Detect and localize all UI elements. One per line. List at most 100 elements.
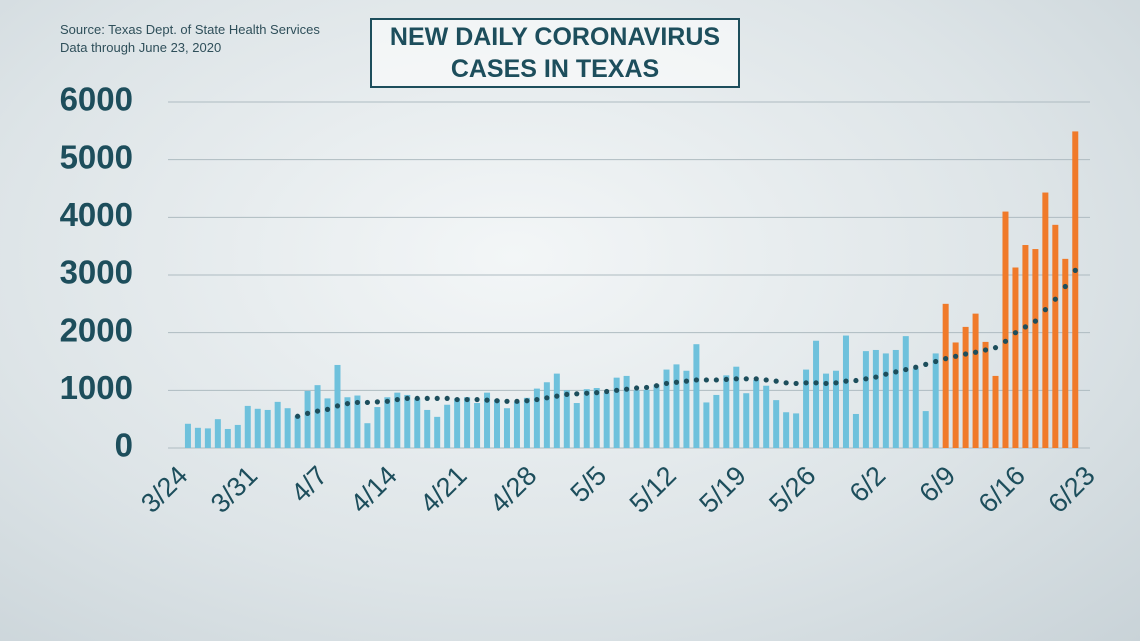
chart-title: NEW DAILY CORONAVIRUS CASES IN TEXAS xyxy=(370,18,740,88)
moving-average-dot xyxy=(1022,324,1029,330)
moving-average-dot xyxy=(953,353,959,359)
x-tick-label: 4/28 xyxy=(484,460,542,518)
x-tick-label: 5/12 xyxy=(624,460,682,518)
x-tick-label: 6/2 xyxy=(844,460,892,508)
bar xyxy=(214,419,221,448)
bar xyxy=(932,353,939,448)
moving-average-dot xyxy=(454,396,460,403)
moving-average-dot xyxy=(344,400,351,407)
moving-average-dot xyxy=(544,395,550,401)
moving-average-dot xyxy=(534,396,540,403)
y-tick-label: 5000 xyxy=(60,138,133,175)
moving-average-dot xyxy=(992,345,999,351)
bar xyxy=(842,335,849,448)
moving-average-dot xyxy=(743,376,749,382)
bar xyxy=(603,392,610,448)
x-tick-label: 6/9 xyxy=(913,460,961,508)
moving-average-dot xyxy=(843,378,849,384)
moving-average-dot xyxy=(733,376,739,382)
bar xyxy=(244,405,251,448)
bar xyxy=(503,408,510,448)
bar xyxy=(563,390,570,448)
moving-average-dot xyxy=(1032,318,1038,324)
moving-average-dot xyxy=(873,374,879,380)
moving-average-dot xyxy=(763,377,769,383)
bar xyxy=(753,379,760,448)
bar xyxy=(583,389,590,448)
bar xyxy=(254,408,261,448)
moving-average-dot xyxy=(663,380,670,387)
moving-average-dot xyxy=(683,378,690,384)
moving-average-dot xyxy=(554,393,560,399)
moving-average-dot xyxy=(295,413,301,419)
moving-average-dot xyxy=(923,361,929,367)
bar xyxy=(384,397,391,448)
bar xyxy=(643,389,650,448)
source: Source: Texas Dept. of State Health Serv… xyxy=(60,22,320,37)
moving-average-dot xyxy=(813,380,819,386)
bar xyxy=(673,364,680,448)
bar xyxy=(813,340,820,448)
moving-average-dot xyxy=(414,395,420,402)
bar xyxy=(1002,211,1009,448)
bar xyxy=(294,415,301,448)
bar xyxy=(882,353,889,448)
bar xyxy=(314,385,321,448)
bar xyxy=(1012,267,1019,448)
moving-average-dot xyxy=(693,377,700,383)
bar xyxy=(513,401,520,448)
bar xyxy=(1042,192,1049,448)
bar xyxy=(623,375,630,448)
bar xyxy=(523,397,530,448)
moving-average-dot xyxy=(703,377,709,383)
moving-average-dot xyxy=(883,371,889,377)
moving-average-dot xyxy=(324,406,331,412)
bar xyxy=(832,370,839,448)
moving-average-dot xyxy=(833,380,839,386)
bar xyxy=(434,416,441,448)
moving-average-dot xyxy=(972,349,979,355)
moving-average-dot xyxy=(753,376,759,382)
bar xyxy=(543,382,550,448)
moving-average-dot xyxy=(514,398,520,404)
y-tick-label: 0 xyxy=(115,427,133,464)
x-tick-label: 4/7 xyxy=(285,460,333,508)
moving-average-dot xyxy=(584,390,590,396)
bar xyxy=(783,412,790,448)
bar xyxy=(354,395,361,448)
x-tick-label: 5/26 xyxy=(763,460,821,518)
y-tick-label: 4000 xyxy=(60,196,133,233)
moving-average-dot xyxy=(594,390,600,396)
moving-average-dot xyxy=(913,364,919,370)
bar xyxy=(404,394,411,448)
bar xyxy=(733,366,740,448)
moving-average-dot xyxy=(374,399,380,405)
bar xyxy=(713,394,720,448)
bar xyxy=(1072,131,1079,448)
bar xyxy=(204,428,211,448)
moving-average-dot xyxy=(384,398,390,404)
bar xyxy=(763,385,770,448)
moving-average-dot xyxy=(464,396,470,403)
y-tick-label: 1000 xyxy=(60,369,133,406)
bar xyxy=(394,392,401,448)
bar xyxy=(414,398,421,448)
bar xyxy=(344,397,351,448)
moving-average-dot xyxy=(933,358,939,365)
moving-average-dot xyxy=(793,380,799,387)
bar xyxy=(972,313,979,448)
moving-average-dot xyxy=(1052,296,1058,302)
x-tick-label: 4/21 xyxy=(414,460,472,518)
moving-average-dot xyxy=(574,391,580,397)
moving-average-dot xyxy=(943,356,949,362)
bar xyxy=(962,326,969,448)
bar xyxy=(364,423,371,448)
bar xyxy=(823,373,830,448)
bar xyxy=(902,336,909,448)
bar xyxy=(693,344,700,448)
moving-average-dot xyxy=(823,380,829,387)
bar xyxy=(803,369,810,448)
bar xyxy=(942,303,949,448)
moving-average-dot xyxy=(723,376,729,382)
